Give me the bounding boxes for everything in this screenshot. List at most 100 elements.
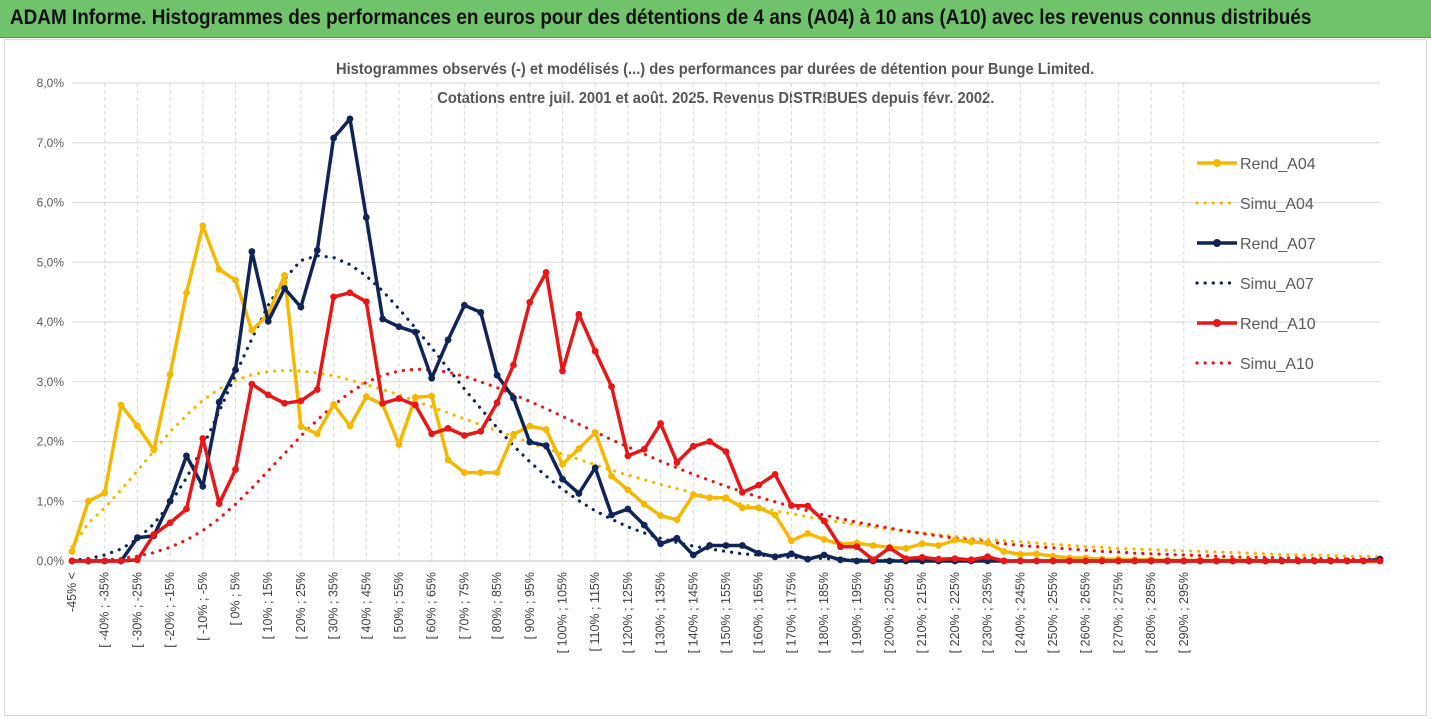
data-point-Rend_A07 (395, 323, 403, 331)
data-point-Rend_A10 (1033, 557, 1041, 565)
x-tick-label: [ 290% ; 295% (1177, 572, 1191, 653)
x-tick-label: [ 250% ; 255% (1046, 572, 1060, 653)
x-tick-label: [ 190% ; 195% (850, 572, 864, 653)
x-tick-label: [ 230% ; 235% (981, 572, 995, 653)
axes: 0,0% 1,0% 2,0% 3,0% 4,0% 5,0% 6,0% 7,0% 8,0% -45%… (37, 76, 1380, 653)
data-point-Rend_A07 (624, 505, 632, 513)
x-tick-label: [ 120% ; 125% (621, 572, 635, 653)
data-point-Rend_A10 (281, 399, 288, 407)
y-tick-label: 8,0% (37, 76, 65, 90)
data-point-Rend_A04 (150, 446, 158, 454)
legend-label-Simu_A07: Simu_A07 (1240, 276, 1314, 293)
data-point-Rend_A04 (918, 540, 926, 548)
data-point-Rend_A04 (559, 460, 566, 468)
chart-subtitle: Cotations entre juil. 2001 et août. 2025… (436, 90, 995, 107)
report-title: ADAM Informe. Histogrammes des performan… (10, 6, 1312, 29)
data-point-Rend_A04 (183, 289, 190, 297)
report-banner: ADAM Informe. Histogrammes des performan… (0, 0, 1431, 38)
data-point-Rend_A10 (1049, 557, 1057, 565)
data-point-Rend_A10 (722, 448, 730, 456)
data-point-Rend_A10 (493, 399, 501, 407)
data-point-Rend_A10 (68, 557, 76, 565)
data-point-Rend_A07 (591, 464, 599, 472)
data-point-Rend_A07 (788, 550, 795, 558)
data-point-Rend_A04 (510, 430, 517, 438)
x-tick-label: [ 40% ; 45% (359, 572, 373, 639)
x-tick-label: [ 260% ; 265% (1079, 572, 1093, 653)
x-tick-label: [ -20% ; -15% (163, 572, 177, 648)
series-line-Simu_A04 (70, 368, 1382, 559)
data-point-Rend_A04 (411, 393, 419, 401)
data-point-Rend_A10 (1131, 557, 1139, 565)
y-tick-label: 3,0% (37, 375, 65, 389)
data-point-Rend_A04 (755, 504, 763, 512)
data-point-Rend_A07 (215, 398, 223, 406)
data-point-Rend_A10 (689, 442, 697, 450)
data-point-Rend_A10 (477, 427, 485, 435)
data-point-Rend_A10 (166, 519, 174, 527)
data-point-Rend_A04 (575, 445, 583, 453)
data-point-Rend_A10 (967, 556, 975, 564)
data-point-Rend_A10 (1196, 557, 1204, 565)
data-point-Rend_A04 (313, 430, 321, 438)
data-point-Rend_A04 (232, 276, 239, 284)
data-point-Rend_A10 (330, 293, 337, 301)
data-point-Rend_A04 (493, 469, 501, 476)
data-point-Rend_A10 (1262, 557, 1269, 565)
data-point-Rend_A10 (117, 557, 125, 565)
data-point-Rend_A10 (918, 554, 926, 561)
data-point-Rend_A10 (1327, 557, 1335, 565)
data-point-Rend_A10 (1245, 557, 1253, 565)
data-point-Rend_A07 (886, 557, 893, 565)
data-point-Rend_A04 (804, 530, 812, 537)
data-point-Rend_A07 (281, 285, 288, 292)
grid (72, 82, 1380, 561)
data-point-Rend_A10 (248, 380, 256, 388)
data-point-Rend_A07 (771, 553, 779, 561)
x-tick-label: [ 210% ; 215% (915, 572, 929, 653)
x-tick-label: [ 270% ; 275% (1111, 572, 1125, 653)
data-point-Rend_A10 (215, 500, 223, 508)
data-point-Rend_A10 (1147, 557, 1155, 565)
data-point-Rend_A10 (395, 395, 403, 402)
data-point-Rend_A10 (1082, 557, 1090, 565)
data-point-Rend_A10 (1000, 557, 1008, 565)
x-tick-label: [ 160% ; 165% (752, 572, 766, 653)
x-tick-label: [ 30% ; 35% (327, 572, 341, 639)
data-point-Rend_A04 (869, 542, 877, 549)
data-point-Rend_A10 (853, 543, 861, 551)
data-point-Rend_A04 (608, 472, 615, 480)
data-point-Rend_A04 (215, 266, 223, 273)
data-point-Rend_A07 (411, 328, 419, 336)
data-point-Rend_A07 (804, 555, 812, 563)
data-point-Rend_A07 (166, 497, 174, 505)
data-point-Rend_A04 (706, 494, 714, 502)
data-point-Rend_A10 (1065, 557, 1073, 565)
x-tick-label: [ 20% ; 25% (294, 572, 308, 639)
data-point-Rend_A07 (264, 318, 272, 325)
data-point-Rend_A07 (755, 549, 763, 557)
x-tick-label: [ 70% ; 75% (457, 572, 471, 639)
data-point-Rend_A10 (771, 470, 779, 478)
data-point-Rend_A10 (1294, 557, 1302, 565)
data-point-Rend_A04 (722, 494, 730, 502)
data-point-Rend_A10 (1098, 557, 1106, 565)
x-tick-label: [ 90% ; 95% (523, 572, 537, 639)
data-point-Rend_A04 (477, 469, 485, 476)
y-tick-label: 6,0% (37, 196, 65, 210)
data-point-Rend_A10 (624, 452, 632, 460)
data-point-Rend_A07 (575, 490, 583, 497)
data-point-Rend_A07 (673, 534, 681, 542)
x-tick-label: [ 180% ; 185% (817, 572, 831, 653)
data-point-Rend_A04 (297, 423, 305, 430)
data-point-Rend_A10 (264, 391, 272, 399)
x-tick-label: -45% < (65, 572, 79, 612)
data-point-Rend_A04 (134, 422, 141, 430)
x-tick-label: [ 130% ; 135% (654, 572, 668, 653)
x-tick-label: [ 80% ; 85% (490, 572, 504, 639)
data-point-Rend_A07 (722, 542, 730, 549)
data-point-Rend_A07 (657, 540, 664, 548)
data-point-Rend_A10 (134, 556, 141, 564)
data-point-Rend_A07 (248, 248, 256, 255)
x-tick-label: [ 220% ; 225% (948, 572, 962, 653)
